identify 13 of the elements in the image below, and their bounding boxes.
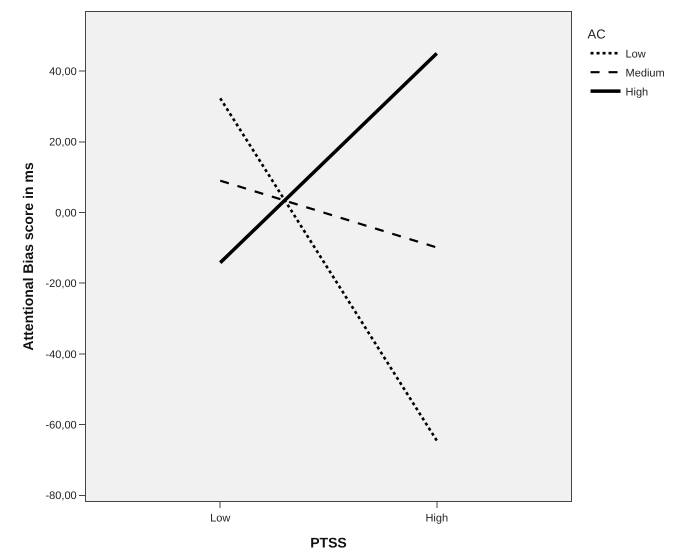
y-axis-title: Attentional Bias score in ms — [20, 162, 36, 351]
y-tick-label: -80,00 — [45, 490, 77, 502]
legend-title: AC — [588, 26, 606, 42]
legend-label: Low — [626, 48, 646, 60]
legend-label: Medium — [626, 67, 665, 80]
legend-label: High — [626, 86, 648, 98]
y-tick-label: -60,00 — [45, 419, 77, 432]
y-tick-label: -40,00 — [45, 348, 77, 361]
y-tick-label: -20,00 — [45, 278, 77, 290]
y-tick-label: 20,00 — [49, 136, 77, 149]
y-tick-label: 0,00 — [55, 207, 77, 220]
x-axis-title: PTSS — [310, 534, 347, 551]
y-tick-label: 40,00 — [49, 66, 77, 78]
